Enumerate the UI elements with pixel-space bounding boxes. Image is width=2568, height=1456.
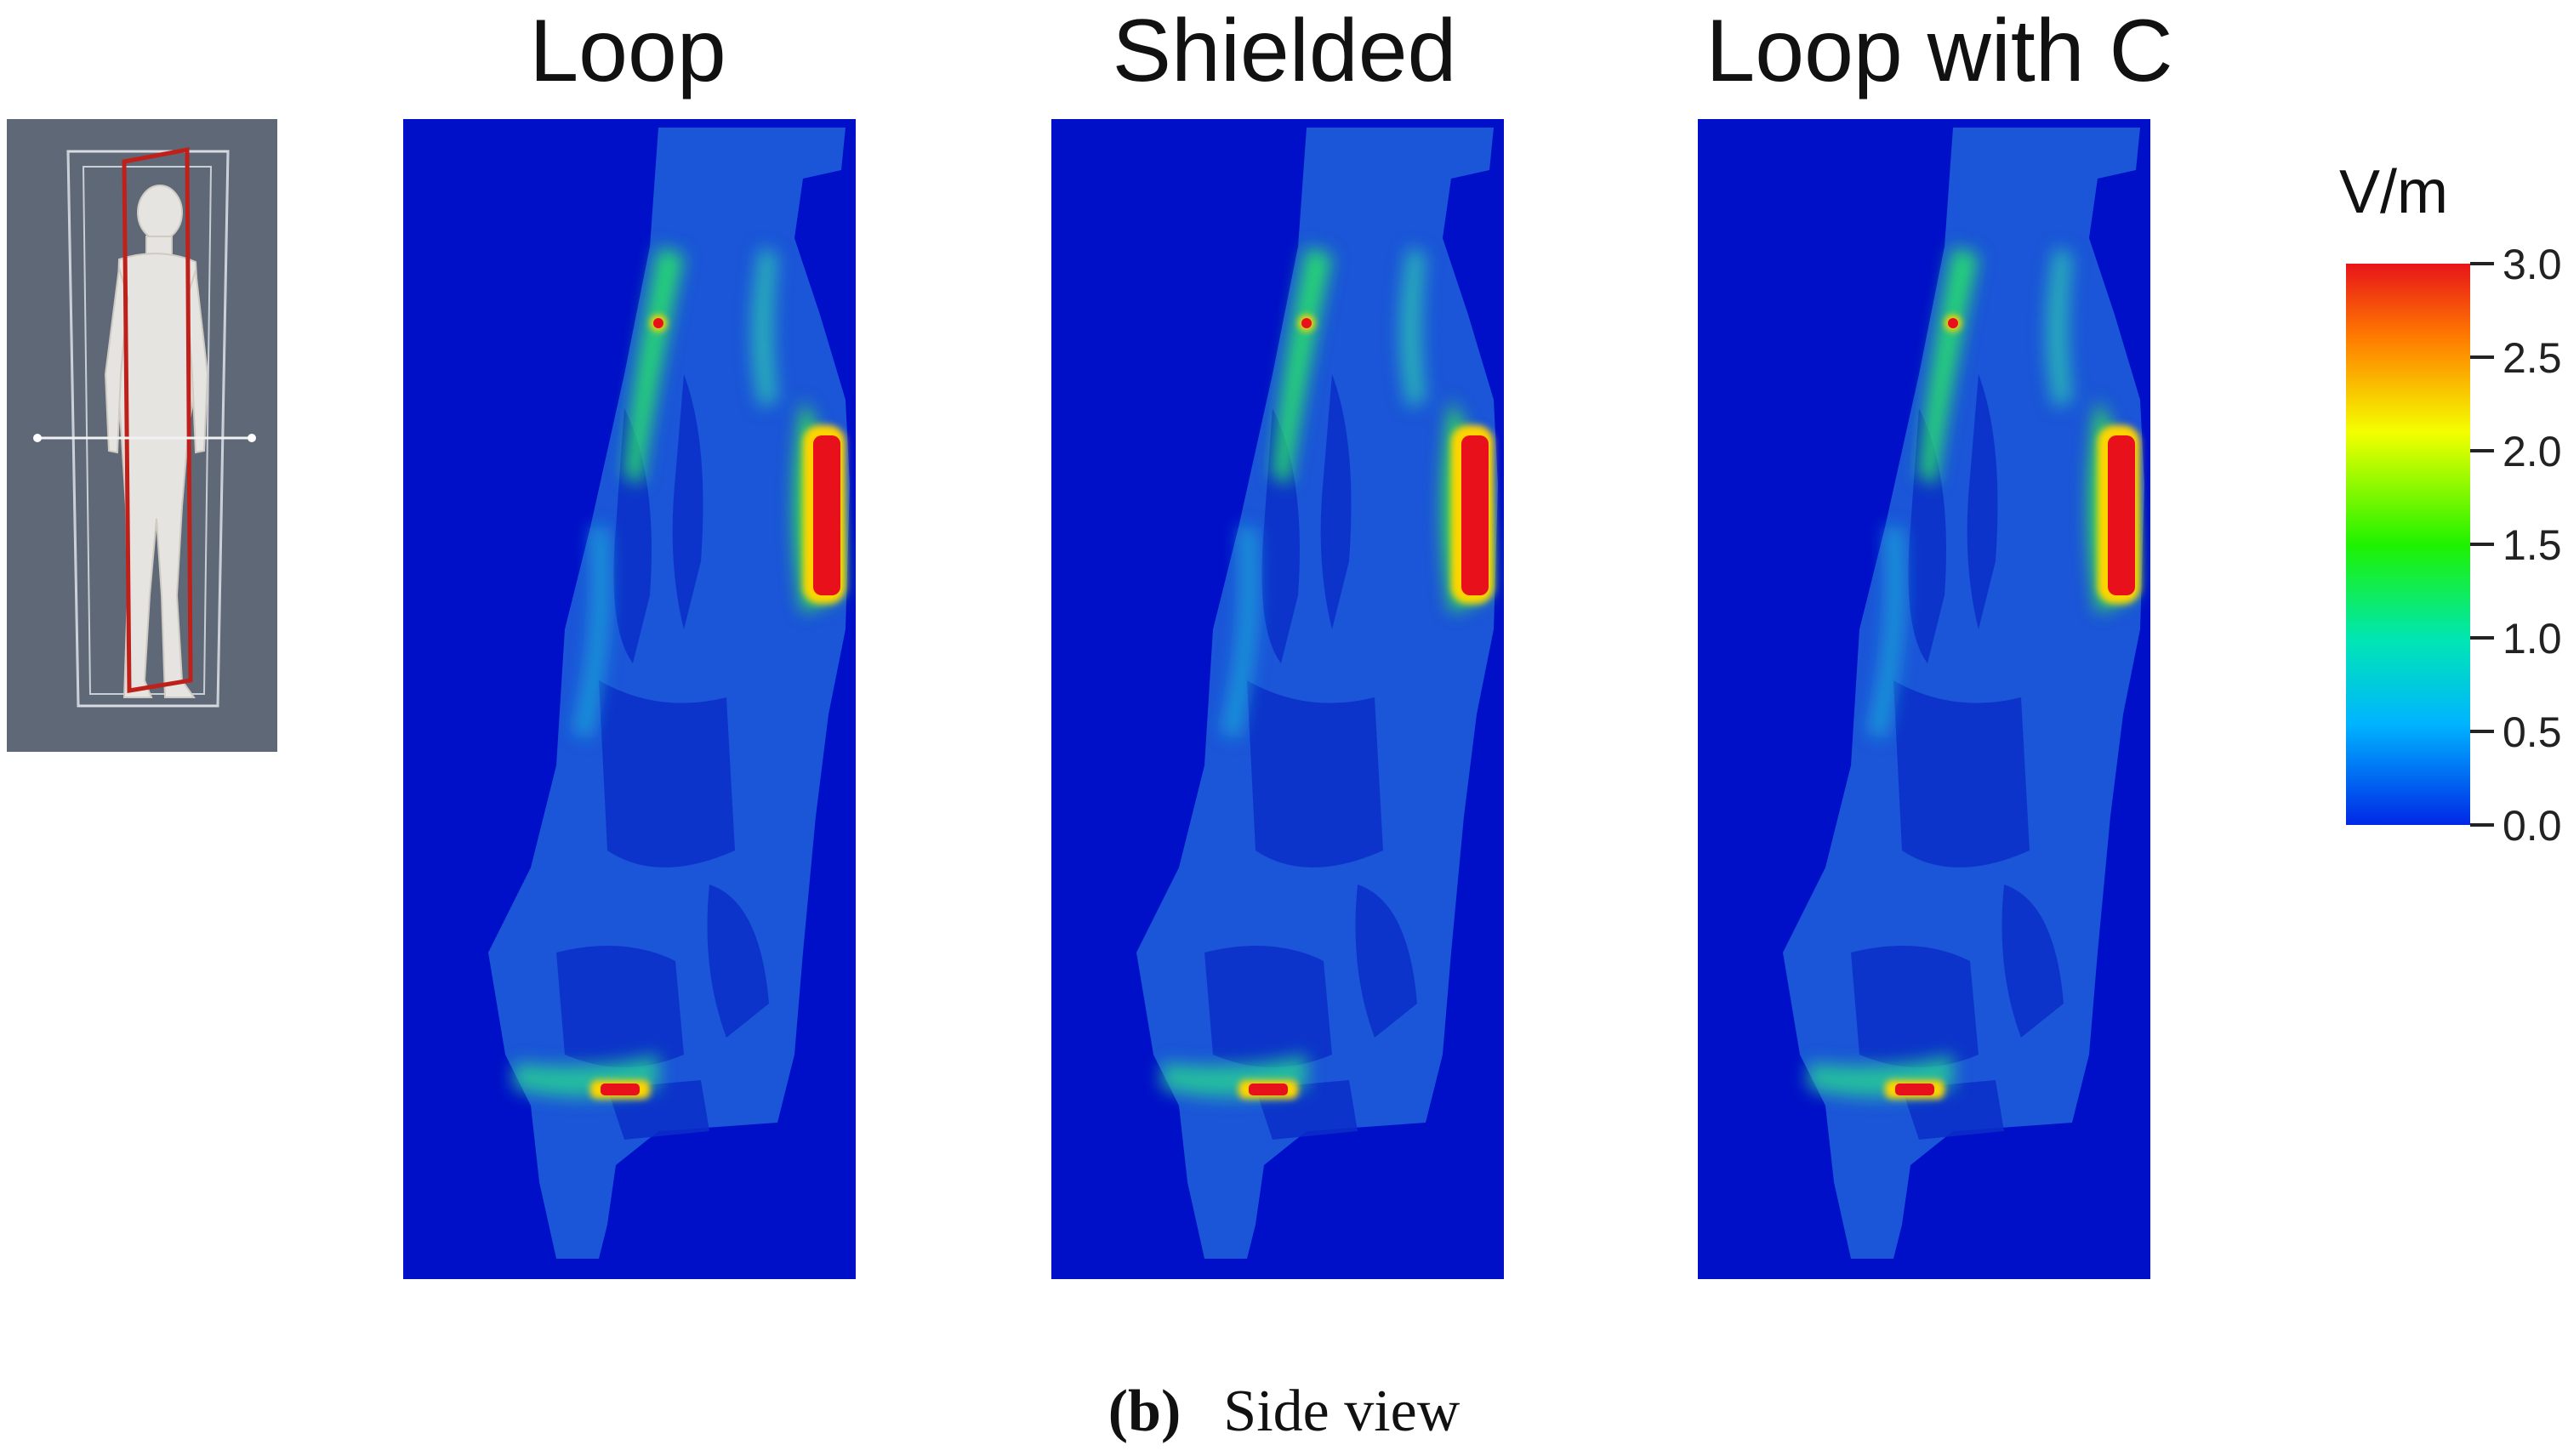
panel-title-shielded: Shielded: [1112, 2, 1457, 100]
colorbar-tick-label: 2.0: [2503, 428, 2562, 475]
colorbar-tick-label: 2.5: [2503, 334, 2562, 382]
panel-title-loop: Loop: [529, 2, 726, 100]
colorbar-unit: V/m: [2339, 158, 2448, 226]
field-map-loop-with-c: [1698, 119, 2150, 1279]
organ-regions: [556, 374, 769, 1140]
hotspot-red: [1249, 318, 1489, 1095]
human-figure: [104, 185, 209, 698]
colorbar-tick-label: 0.5: [2503, 708, 2562, 756]
hotspot-red: [601, 318, 840, 1095]
field-map-svg: [403, 119, 856, 1279]
field-map-shielded: [1051, 119, 1504, 1279]
colorbar-tick-label: 1.5: [2503, 521, 2562, 569]
field-map-svg: [1051, 119, 1504, 1279]
colorbar: V/m 3.0 2.5 2.0 1.5 1.0 0.5 0.0: [2331, 153, 2568, 859]
figure-caption: (b) Side view: [0, 1378, 2568, 1446]
colorbar-tick-label: 3.0: [2503, 241, 2562, 288]
caption-text: Side view: [1223, 1379, 1461, 1444]
colorbar-tick-label: 1.0: [2503, 615, 2562, 663]
colorbar-tick-label: 0.0: [2503, 802, 2562, 850]
organ-regions: [1204, 374, 1417, 1140]
human-model-inset: [7, 119, 277, 752]
colorbar-svg: V/m 3.0 2.5 2.0 1.5 1.0 0.5 0.0: [2339, 158, 2562, 850]
field-map-loop: [403, 119, 856, 1279]
hotspot-red: [1895, 318, 2135, 1095]
colorbar-gradient: [2346, 264, 2470, 825]
field-map-svg: [1698, 119, 2150, 1279]
slice-plane: [122, 146, 193, 693]
panel-title-loop-with-c: Loop with C: [1705, 2, 2173, 100]
caption-tag: (b): [1107, 1379, 1182, 1444]
human-model-icon: [7, 119, 277, 752]
